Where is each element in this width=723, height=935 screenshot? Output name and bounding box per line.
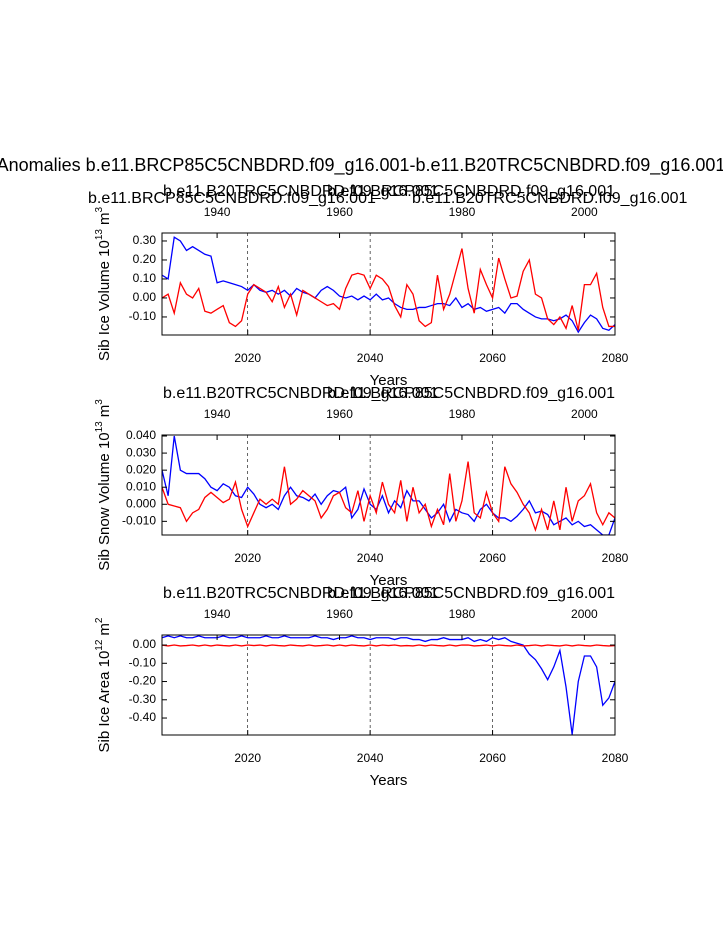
series-line [162,248,615,331]
y-axis-label: Sib Snow Volume 1013 m3 [94,399,113,571]
x2-tick-label: 1960 [326,205,353,219]
x2-tick-label: 1960 [326,407,353,421]
series-line [162,635,615,735]
series-name: b.e11.B20TRC5CNBDRD.f09_g16.001 [163,183,439,200]
x-tick-label: 2080 [602,551,629,565]
y-tick-label: 0.30 [133,233,157,247]
x2-tick-label: 2000 [571,205,598,219]
plot-frame [161,634,616,736]
y-tick-label: 0.20 [133,252,157,266]
x2-tick-label: 1980 [449,407,476,421]
y-tick-label: 0.10 [133,271,157,285]
y-label-exp: 13 [94,421,105,433]
x-tick-label: 2040 [357,351,384,365]
y-tick-label: -0.010 [122,514,156,528]
y-tick-label: -0.20 [129,674,157,688]
y-tick-label: 0.040 [126,428,156,442]
y-label-unit: m [96,623,113,636]
x2-tick-label: 1980 [449,205,476,219]
x-tick-label: 2020 [234,551,261,565]
series-name: b.e11.BRCP85C5CNBDRD.f09_g16.001 [327,385,615,402]
plot-frame [161,434,616,536]
x-tick-label: 2040 [357,551,384,565]
y-tick-label: -0.30 [129,692,157,706]
x2-tick-label: 2000 [571,407,598,421]
x-tick-label: 2040 [357,751,384,765]
y-tick-label: 0.010 [126,479,156,493]
series-name: b.e11.BRCP85C5CNBDRD.f09_g16.001 [327,585,615,602]
x-axis-label: Years [370,372,408,389]
chart-title: Anomalies b.e11.BRCP85C5CNBDRD.f09_g16.0… [0,155,723,176]
series-name: b.e11.B20TRC5CNBDRD.f09_g16.001 [163,385,439,402]
y-tick-label: 0.020 [126,462,156,476]
y-label-exp: 3 [94,207,105,213]
series-line [162,644,615,647]
y-tick-label: 0.000 [126,496,156,510]
x-tick-label: 2080 [602,351,629,365]
x-axis-label: Years [370,772,408,789]
y-label-text: Sib Ice Area 10 [96,651,113,753]
y-tick-label: -0.40 [129,710,157,724]
y-tick-label: 0.030 [126,445,156,459]
y-axis-label: Sib Ice Area 1012 m2 [94,617,113,752]
x2-tick-label: 1940 [204,407,231,421]
y-label-exp: 13 [94,229,105,241]
y-tick-label: 0.00 [133,637,157,651]
series-name: b.e11.B20TRC5CNBDRD.f09_g16.001 [412,190,688,207]
x2-tick-label: 1940 [204,607,231,621]
y-label-unit: m [96,213,113,226]
y-label-unit: m [96,405,113,418]
x-tick-label: 2060 [479,551,506,565]
y-label-exp: 12 [94,639,105,651]
series-line [162,236,615,334]
x-tick-label: 2020 [234,351,261,365]
series-line [162,461,615,532]
y-axis-label: Sib Ice Volume 1013 m3 [94,207,113,362]
y-tick-label: -0.10 [129,655,157,669]
x2-tick-label: 2000 [571,607,598,621]
plot-frame [161,232,616,336]
y-label-text: Sib Snow Volume 10 [96,432,113,570]
x-axis-label: Years [370,572,408,589]
y-label-exp: 2 [94,617,105,623]
y-tick-label: -0.10 [129,309,157,323]
series-name: b.e11.B20TRC5CNBDRD.f09_g16.001 [163,585,439,602]
y-label-exp: 3 [94,399,105,405]
x-tick-label: 2020 [234,751,261,765]
x2-tick-label: 1980 [449,607,476,621]
x2-tick-label: 1960 [326,607,353,621]
series-name: b.e11.BRCP85C5CNBDRD.f09_g16.001 [327,183,615,200]
x-tick-label: 2060 [479,351,506,365]
series-name: b.e11.BRCP85C5CNBDRD.f09_g16.001 [88,190,376,207]
x-tick-label: 2080 [602,751,629,765]
series-line [162,435,615,535]
y-label-text: Sib Ice Volume 10 [96,240,113,361]
y-tick-label: 0.00 [133,290,157,304]
x2-tick-label: 1940 [204,205,231,219]
x-tick-label: 2060 [479,751,506,765]
